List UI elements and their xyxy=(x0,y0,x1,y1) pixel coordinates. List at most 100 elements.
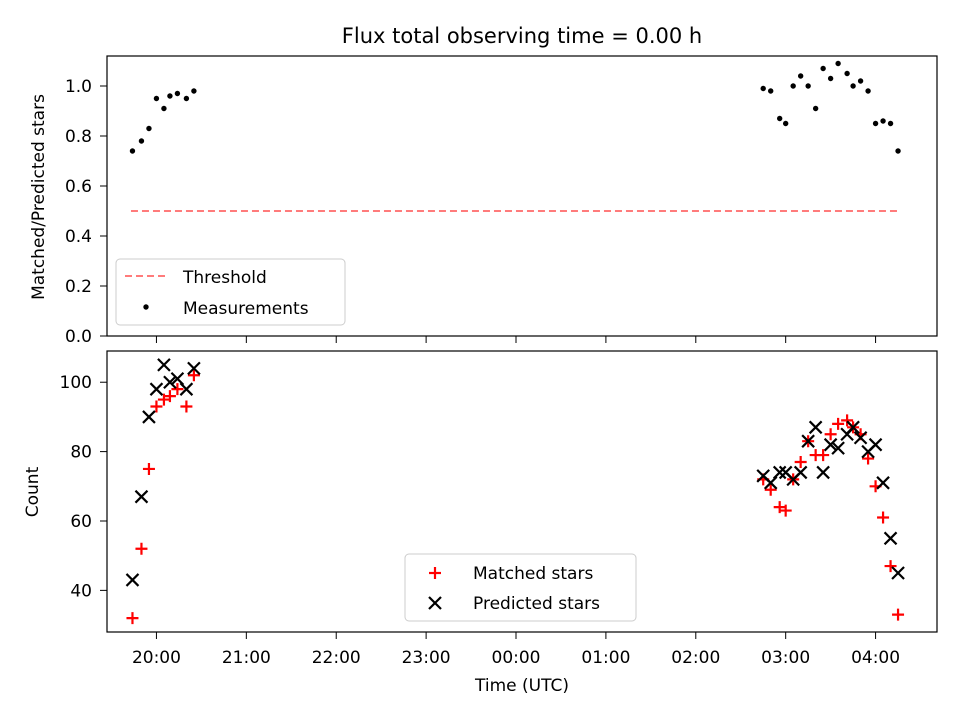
predicted-star-point xyxy=(868,437,883,452)
matched-legend-label: Matched stars xyxy=(473,564,593,584)
matched-star-point xyxy=(862,452,875,465)
predicted-legend-swatch xyxy=(428,596,442,610)
measurement-point xyxy=(820,65,826,72)
predicted-star-point xyxy=(853,430,868,445)
bottom-x-tick-label: 03:00 xyxy=(761,648,810,668)
matched-star-point xyxy=(150,400,163,413)
count-points xyxy=(125,358,905,625)
predicted-star-point xyxy=(883,531,898,546)
bottom-ticks: 40 60 80 100 20:00 21:00 22:00 23:00 00:00 01:00 0… xyxy=(60,373,901,668)
measurements-legend-label: Measurements xyxy=(183,299,309,319)
measurement-point xyxy=(768,88,774,94)
predicted-star-point xyxy=(793,465,808,480)
bottom-x-tick-label: 01:00 xyxy=(581,648,630,668)
matched-star-point xyxy=(884,560,897,573)
bottom-plot-frame xyxy=(106,350,938,633)
predicted-star-point xyxy=(125,573,140,587)
top-legend: Threshold Measurements xyxy=(115,258,346,326)
matched-star-point xyxy=(877,511,890,524)
measurement-point xyxy=(827,75,834,82)
matched-legend-swatch xyxy=(429,567,441,579)
bottom-x-tick-label: 04:00 xyxy=(851,648,900,668)
bottom-legend: Matched stars Predicted stars xyxy=(404,553,637,622)
measurement-point xyxy=(153,95,160,102)
measurement-point xyxy=(183,95,190,102)
measurement-point xyxy=(790,83,796,89)
top-y-tick-label: 1.0 xyxy=(65,77,92,97)
predicted-star-point xyxy=(816,465,830,480)
measurement-point xyxy=(797,73,804,79)
measurement-point xyxy=(174,90,181,97)
measurement-point xyxy=(895,148,901,154)
top-y-tick-label: 0.4 xyxy=(65,227,92,247)
predicted-star-point xyxy=(149,382,164,396)
bottom-x-tick-label: 02:00 xyxy=(671,648,720,668)
bottom-x-tick-label: 23:00 xyxy=(402,648,451,668)
matched-star-point xyxy=(187,369,200,382)
predicted-star-point xyxy=(876,476,890,490)
predicted-star-point xyxy=(808,420,823,435)
measurement-point xyxy=(776,115,783,122)
bottom-legend-box xyxy=(404,553,637,622)
matched-star-point xyxy=(126,612,139,625)
predicted-star-point xyxy=(179,382,194,396)
measurement-point xyxy=(857,78,864,84)
measurement-point xyxy=(835,60,841,67)
measurement-point xyxy=(865,88,871,94)
predicted-star-point xyxy=(891,566,905,580)
measurement-points xyxy=(129,60,901,154)
top-panel: Flux total observing time = 0.00 h Match… xyxy=(29,24,938,347)
top-ticks: 0.0 0.2 0.4 0.6 0.8 1.0 xyxy=(65,77,877,347)
bottom-x-tick-label: 00:00 xyxy=(492,648,541,668)
matched-star-point xyxy=(142,462,155,475)
x-axis-label: Time (UTC) xyxy=(474,676,569,696)
bottom-y-axis-label: Count xyxy=(23,466,43,517)
matched-star-point xyxy=(841,414,854,427)
matched-star-point xyxy=(171,383,184,396)
measurement-point xyxy=(167,93,173,99)
measurement-point xyxy=(161,105,167,112)
top-y-tick-label: 0.8 xyxy=(65,127,92,147)
bottom-y-tick-label: 80 xyxy=(70,443,92,463)
top-y-tick-label: 0.0 xyxy=(65,327,92,347)
matched-star-point xyxy=(794,456,807,469)
matched-star-point xyxy=(824,428,837,441)
top-legend-box xyxy=(115,258,346,326)
predicted-star-point xyxy=(801,434,815,448)
predicted-star-point xyxy=(846,420,860,435)
measurement-point xyxy=(805,83,811,89)
bottom-y-tick-label: 40 xyxy=(70,581,92,601)
measurement-point xyxy=(812,105,819,112)
predicted-star-point xyxy=(187,361,201,376)
bottom-x-tick-label: 20:00 xyxy=(132,648,181,668)
measurement-point xyxy=(146,125,152,132)
matched-star-point xyxy=(892,608,905,621)
bottom-y-tick-label: 60 xyxy=(70,512,92,532)
matched-star-point xyxy=(180,400,193,413)
measurement-point xyxy=(191,88,197,94)
top-title: Flux total observing time = 0.00 h xyxy=(342,24,702,48)
measurement-point xyxy=(760,85,766,92)
predicted-star-point xyxy=(142,410,156,424)
top-y-axis-label: Matched/Predicted stars xyxy=(29,94,49,300)
bottom-x-tick-label: 21:00 xyxy=(222,648,271,668)
top-plot-frame xyxy=(106,55,938,337)
bottom-y-tick-label: 100 xyxy=(60,373,92,393)
measurement-point xyxy=(880,118,886,124)
bottom-panel: Count Time (UTC) 40 60 80 100 20:00 21:00 22:0… xyxy=(23,350,938,696)
top-y-tick-label: 0.2 xyxy=(65,277,92,297)
measurement-point xyxy=(138,138,145,144)
matched-star-point xyxy=(832,417,845,430)
measurements-legend-swatch xyxy=(143,304,149,310)
measurement-point xyxy=(850,83,856,89)
predicted-star-point xyxy=(831,441,845,455)
matched-star-point xyxy=(163,390,176,403)
predicted-legend-label: Predicted stars xyxy=(473,594,600,614)
predicted-star-point xyxy=(772,465,787,480)
measurement-point xyxy=(844,70,850,77)
top-y-tick-label: 0.6 xyxy=(65,177,92,197)
measurement-point xyxy=(782,120,789,127)
matched-star-point xyxy=(764,483,777,496)
matched-star-point xyxy=(135,542,148,555)
